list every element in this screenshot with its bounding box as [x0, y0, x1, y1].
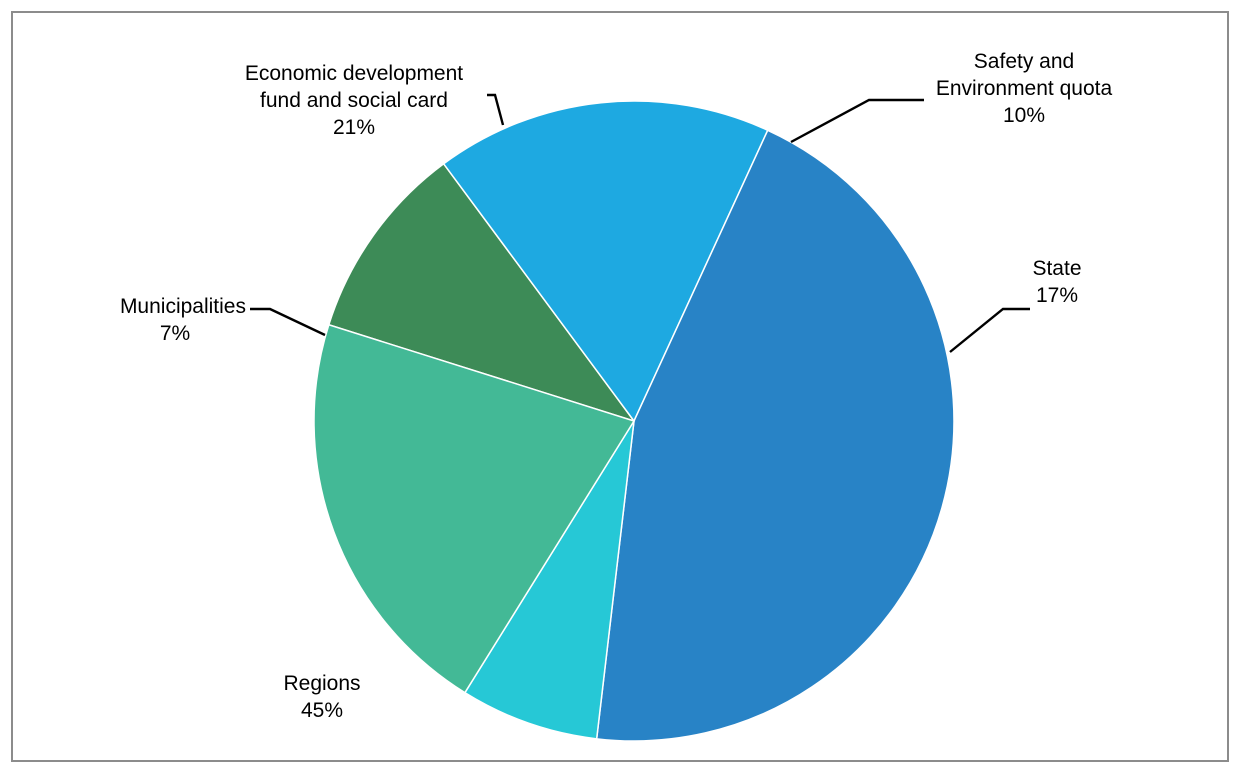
pie-slice	[313, 323, 636, 694]
slice-name: Environment quota	[936, 77, 1113, 100]
slice-label: State 17%	[1032, 257, 1081, 307]
leader-line	[250, 307, 326, 337]
pie-slice	[442, 100, 769, 423]
slice-label: Municipalities 7%	[120, 295, 246, 345]
slice-name: fund and social card	[260, 89, 448, 112]
slice-percent: 10%	[1003, 104, 1045, 127]
pie-slice	[327, 162, 636, 423]
leader-line	[949, 307, 1030, 353]
pie-slices	[313, 100, 955, 742]
slice-label: Regions 45%	[283, 672, 360, 722]
slice-percent: 21%	[333, 116, 375, 139]
slice-name: State	[1032, 257, 1081, 280]
slice-name: Regions	[283, 672, 360, 695]
leader-line	[790, 98, 924, 144]
slice-percent: 7%	[160, 322, 190, 345]
leader-lines	[250, 93, 1030, 353]
slice-name: Municipalities	[120, 295, 246, 318]
slice-percent: 45%	[301, 699, 343, 722]
leader-line	[487, 93, 505, 126]
slice-percent: 17%	[1036, 284, 1078, 307]
slice-name: Economic development	[245, 62, 463, 85]
data-labels: Safety and Environment quota 10% State 17% Re…	[120, 50, 1113, 722]
pie-slice	[595, 129, 955, 742]
slice-label: Economic development fund and social card…	[245, 62, 463, 139]
slice-label: Safety and Environment quota 10%	[936, 50, 1113, 127]
slice-name: Safety and	[974, 50, 1074, 73]
pie-slice	[463, 420, 635, 740]
